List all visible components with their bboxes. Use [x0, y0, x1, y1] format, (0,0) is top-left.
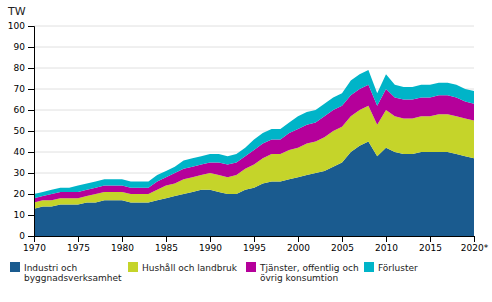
grid — [34, 26, 474, 236]
tick-mark — [254, 236, 255, 242]
tick-label: 60 — [14, 105, 26, 115]
tick: 1970 — [23, 236, 46, 253]
tick-mark — [166, 236, 167, 242]
tick-label: 10 — [14, 210, 26, 220]
tick: 1975 — [67, 236, 90, 253]
tick: 40 — [14, 147, 34, 157]
plot: 1970197519801985199019952000200520102015… — [8, 21, 489, 253]
tick: 30 — [14, 168, 34, 178]
tick-label: 70 — [14, 84, 26, 94]
tick-label: 20 — [14, 189, 26, 199]
tick: 1995 — [243, 236, 266, 253]
tick: 1990 — [199, 236, 222, 253]
tick: 80 — [14, 63, 34, 73]
tick: 2010 — [375, 236, 398, 253]
tick-mark — [28, 89, 34, 90]
legend-label: Förluster — [378, 263, 418, 273]
tick-label: 2000 — [287, 243, 310, 253]
tick-mark — [342, 236, 343, 242]
area — [34, 70, 474, 198]
tick: 20 — [14, 189, 34, 199]
tick-label: 40 — [14, 147, 26, 157]
tick-mark — [28, 110, 34, 111]
tick-mark — [28, 152, 34, 153]
tick-label: 1995 — [243, 243, 266, 253]
legend-label: Hushåll och landbruk — [142, 263, 238, 273]
tick-label: 1985 — [155, 243, 178, 253]
tick-mark — [28, 236, 34, 237]
tick: 2015 — [419, 236, 442, 253]
grid-line — [34, 26, 474, 27]
tick-label: 80 — [14, 63, 26, 73]
tick-label: 2005 — [331, 243, 354, 253]
chart: 1970197519801985199019952000200520102015… — [0, 0, 492, 302]
axis-line — [35, 237, 475, 243]
tick-mark — [78, 236, 79, 242]
tick-label: 1970 — [23, 243, 46, 253]
tick-label: 30 — [14, 168, 26, 178]
tick-label: 1990 — [199, 243, 222, 253]
title: TW — [7, 5, 26, 18]
tick-label: 90 — [14, 42, 26, 52]
legend-label: Industri ochbyggnadsverksamhet — [24, 263, 122, 283]
x-axis: 1970 1975 1980 1985 1990 1995 2000 2005 2010 2015… — [23, 236, 489, 253]
tick-label: 1980 — [111, 243, 134, 253]
legend-swatch — [10, 262, 20, 272]
tick-mark — [298, 236, 299, 242]
tick-label: 2020* — [461, 243, 489, 253]
tick-mark — [28, 173, 34, 174]
tick-label: 2015 — [419, 243, 442, 253]
legend: Industri ochbyggnadsverksamhet Hushåll oc… — [10, 262, 418, 283]
tick-mark — [28, 68, 34, 69]
tick: 2005 — [331, 236, 354, 253]
tick: 100 — [8, 21, 34, 31]
tick-label: 0 — [19, 231, 25, 241]
legend-swatch — [246, 262, 256, 272]
tick-mark — [28, 131, 34, 132]
tick: 90 — [14, 42, 34, 52]
tick: 2000 — [287, 236, 310, 253]
grid-line — [34, 47, 474, 48]
tick-mark — [210, 236, 211, 242]
tick-mark — [28, 215, 34, 216]
tick-label: 1975 — [67, 243, 90, 253]
tick-mark — [28, 26, 34, 27]
y-axis: 0 10 20 30 40 50 60 70 80 90 100 — [8, 21, 35, 241]
tick-mark — [474, 236, 475, 242]
legend-swatch — [364, 262, 374, 272]
tick: 1980 — [111, 236, 134, 253]
legend-label: Tjänster, offentlig ochövrig konsumtion — [259, 263, 359, 283]
tick: 50 — [14, 126, 34, 136]
legend-item: Industri ochbyggnadsverksamhet — [10, 262, 122, 283]
tick-mark — [28, 194, 34, 195]
legend-swatch — [128, 262, 138, 272]
tick: 2020* — [461, 236, 489, 253]
tick: 10 — [14, 210, 34, 220]
legend-item: Hushåll och landbruk — [128, 262, 238, 273]
tick-mark — [122, 236, 123, 242]
tick-label: 50 — [14, 126, 26, 136]
legend-item: Tjänster, offentlig ochövrig konsumtion — [246, 262, 359, 283]
legend-item: Förluster — [364, 262, 418, 273]
tick-mark — [28, 47, 34, 48]
tick-mark — [386, 236, 387, 242]
tick: 0 — [19, 231, 34, 241]
tick-mark — [430, 236, 431, 242]
axis-line — [28, 27, 35, 237]
areas — [34, 70, 474, 236]
tick: 70 — [14, 84, 34, 94]
tick-label: 100 — [8, 21, 25, 31]
grid-line — [34, 68, 474, 69]
tick-label: 2010 — [375, 243, 398, 253]
tick: 60 — [14, 105, 34, 115]
tick: 1985 — [155, 236, 178, 253]
